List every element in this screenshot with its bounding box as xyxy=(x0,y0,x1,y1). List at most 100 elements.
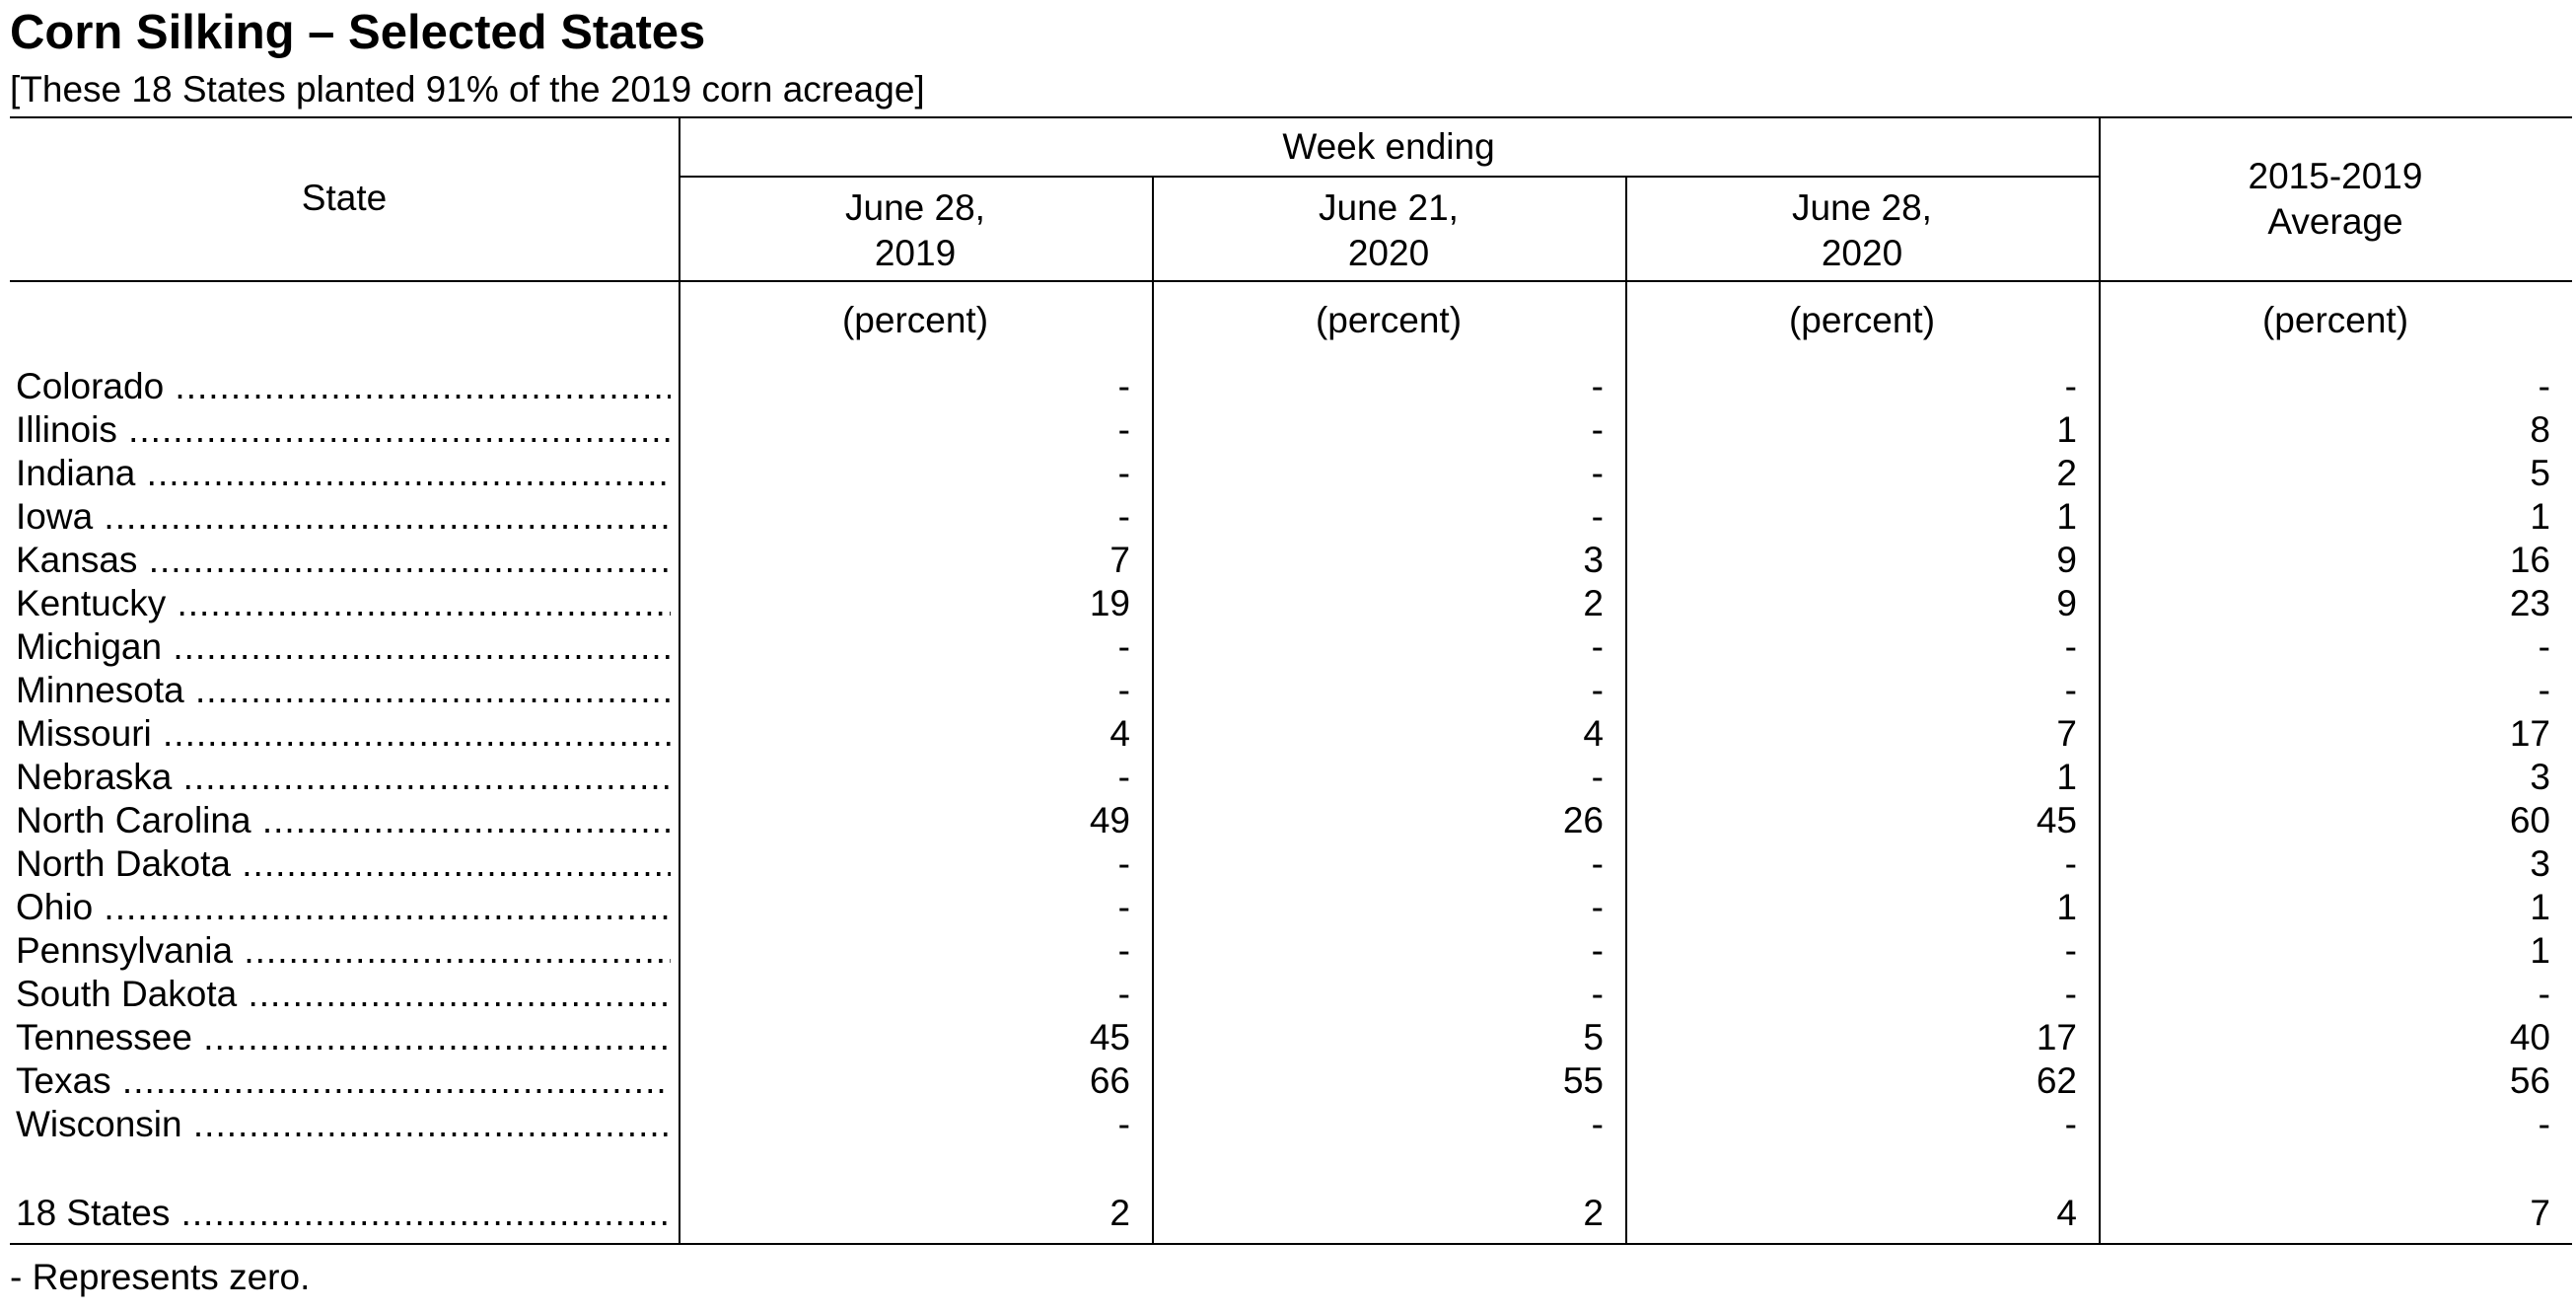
value-cell: 5 xyxy=(2530,453,2550,493)
state-name-cell: Iowa xyxy=(16,495,671,539)
table-row: Iowa - - 1 1 xyxy=(0,495,2576,539)
column-divider-1 xyxy=(1152,176,1154,1244)
state-name-cell: Pennsylvania xyxy=(16,929,671,973)
column-divider-2 xyxy=(1625,176,1627,1244)
value-cell: - xyxy=(1591,757,1604,797)
value-cell: - xyxy=(1117,670,1130,710)
value-cell: 1 xyxy=(2530,887,2550,927)
value-cell: 49 xyxy=(1089,800,1130,840)
value-cell: - xyxy=(2538,366,2550,406)
value-cell: 56 xyxy=(2509,1060,2550,1101)
footnote: - Represents zero. xyxy=(10,1257,311,1297)
value-cell: 9 xyxy=(2056,540,2077,580)
value-cell: - xyxy=(2064,626,2077,667)
value-cell: 9 xyxy=(2056,583,2077,623)
table-row: Ohio - - 1 1 xyxy=(0,886,2576,929)
table-row: Colorado - - - - xyxy=(0,365,2576,408)
column-header-line2: 2020 xyxy=(1821,233,1903,273)
value-cell: 1 xyxy=(2530,930,2550,971)
unit-label: (percent) xyxy=(841,300,989,340)
value-cell: 2 xyxy=(1583,583,1604,623)
value-cell: - xyxy=(1591,366,1604,406)
value-cell: - xyxy=(1591,670,1604,710)
value-cell: 3 xyxy=(1583,540,1604,580)
state-name-cell: Kansas xyxy=(16,539,671,582)
table-row: North Carolina 49 26 45 60 xyxy=(0,799,2576,842)
value-cell: 3 xyxy=(2530,757,2550,797)
total-value-cell: 2 xyxy=(1109,1193,1130,1233)
unit-label: (percent) xyxy=(1788,300,1936,340)
state-name-cell: Wisconsin xyxy=(16,1103,671,1146)
value-cell: - xyxy=(2064,1104,2077,1144)
table-row: Tennessee 45 5 17 40 xyxy=(0,1016,2576,1059)
value-cell: 7 xyxy=(1109,540,1130,580)
column-header-line1: June 21, xyxy=(1319,187,1459,228)
value-cell: 40 xyxy=(2509,1017,2550,1057)
column-header-line1: 2015-2019 xyxy=(2248,156,2423,196)
value-cell: - xyxy=(1117,887,1130,927)
table-row: Texas 66 55 62 56 xyxy=(0,1059,2576,1103)
value-cell: - xyxy=(1117,496,1130,537)
value-cell: 26 xyxy=(1562,800,1604,840)
value-cell: - xyxy=(1117,453,1130,493)
value-cell: - xyxy=(1117,626,1130,667)
value-cell: 55 xyxy=(1562,1060,1604,1101)
state-name-cell: Michigan xyxy=(16,625,671,669)
column-header-june28-2019: June 28, 2019 xyxy=(679,185,1152,276)
value-cell: - xyxy=(1117,757,1130,797)
value-cell: 8 xyxy=(2530,409,2550,450)
state-name-cell: Minnesota xyxy=(16,669,671,712)
table-row: Wisconsin - - - - xyxy=(0,1103,2576,1146)
value-cell: - xyxy=(2538,670,2550,710)
value-cell: - xyxy=(2538,626,2550,667)
table-row: Indiana - - 2 5 xyxy=(0,452,2576,495)
table-row: Nebraska - - 1 3 xyxy=(0,756,2576,799)
column-header-june21-2020: June 21, 2020 xyxy=(1152,185,1625,276)
value-cell: - xyxy=(2064,670,2077,710)
state-name-cell: Indiana xyxy=(16,452,671,495)
value-cell: 66 xyxy=(1089,1060,1130,1101)
value-cell: 1 xyxy=(2056,409,2077,450)
value-cell: 1 xyxy=(2530,496,2550,537)
column-header-line2: Average xyxy=(2267,201,2403,242)
state-name-cell: Ohio xyxy=(16,886,671,929)
value-cell: 17 xyxy=(2509,713,2550,754)
value-cell: 45 xyxy=(1089,1017,1130,1057)
value-cell: - xyxy=(1117,409,1130,450)
state-name-cell: South Dakota xyxy=(16,973,671,1016)
value-cell: - xyxy=(1591,1104,1604,1144)
table-row: North Dakota - - - 3 xyxy=(0,842,2576,886)
state-name-cell: Texas xyxy=(16,1059,671,1103)
state-name-cell: Illinois xyxy=(16,408,671,452)
table-top-rule xyxy=(10,116,2572,118)
value-cell: - xyxy=(1591,930,1604,971)
value-cell: - xyxy=(2538,1104,2550,1144)
table-row: Pennsylvania - - - 1 xyxy=(0,929,2576,973)
column-header-line1: June 28, xyxy=(1792,187,1932,228)
value-cell: 3 xyxy=(2530,843,2550,884)
page-title: Corn Silking – Selected States xyxy=(10,6,706,59)
value-cell: - xyxy=(1117,974,1130,1014)
total-value-cell: 4 xyxy=(2056,1193,2077,1233)
value-cell: - xyxy=(1591,496,1604,537)
value-cell: - xyxy=(1591,843,1604,884)
value-cell: 1 xyxy=(2056,496,2077,537)
column-header-june28-2020: June 28, 2020 xyxy=(1625,185,2099,276)
table-row: Minnesota - - - - xyxy=(0,669,2576,712)
value-cell: 1 xyxy=(2056,887,2077,927)
value-cell: - xyxy=(1591,974,1604,1014)
column-divider-state xyxy=(679,116,680,1244)
state-name-cell: Tennessee xyxy=(16,1016,671,1059)
value-cell: - xyxy=(1591,409,1604,450)
week-ending-rule xyxy=(679,176,2099,178)
total-value-cell: 7 xyxy=(2530,1193,2550,1233)
value-cell: - xyxy=(1117,1104,1130,1144)
value-cell: - xyxy=(1117,843,1130,884)
header-bottom-rule xyxy=(10,280,2572,282)
total-row: 18 States 2 2 4 7 xyxy=(0,1192,2576,1235)
column-header-line1: June 28, xyxy=(845,187,985,228)
column-header-line2: 2020 xyxy=(1347,233,1430,273)
value-cell: - xyxy=(1117,930,1130,971)
state-name-cell: Kentucky xyxy=(16,582,671,625)
